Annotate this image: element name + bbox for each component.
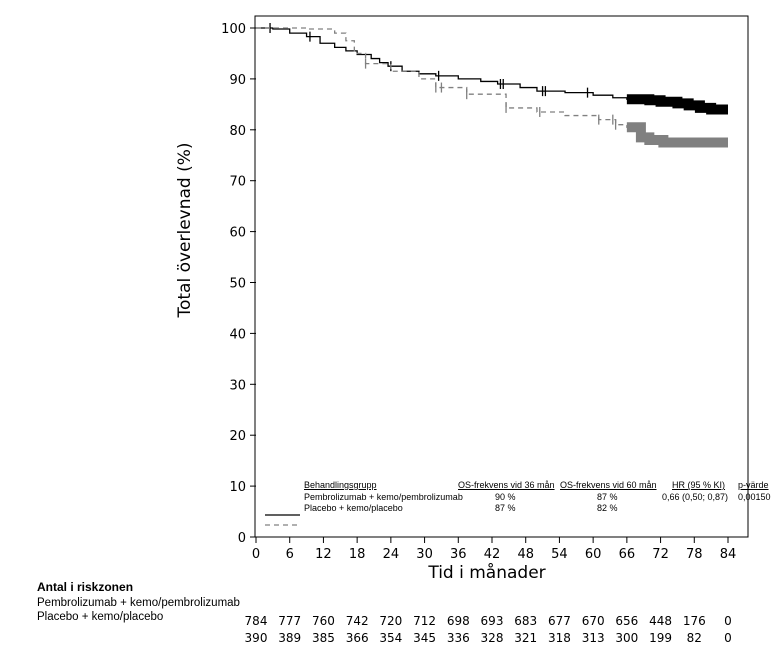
at-risk-count: 354: [379, 631, 403, 645]
at-risk-count: 698: [446, 614, 470, 628]
at-risk-count: 670: [581, 614, 605, 628]
y-tick-label: 100: [221, 22, 246, 37]
x-tick-label: 24: [383, 547, 400, 562]
legend-row-os36: 87 %: [495, 503, 516, 513]
legend-header-os36: OS-frekvens vid 36 mån: [458, 480, 555, 490]
at-risk-count: 300: [615, 631, 639, 645]
legend-header-hr: HR (95 % KI): [672, 480, 726, 490]
legend-row-name: Pembrolizumab + kemo/pembrolizumab: [304, 492, 463, 502]
plot-frame: [254, 15, 749, 538]
y-tick-label: 90: [229, 73, 246, 88]
survival-curve-placebo: [256, 27, 728, 144]
censor-band: [626, 122, 728, 148]
x-tick-label: 84: [720, 547, 737, 562]
at-risk-count: 318: [547, 631, 571, 645]
at-risk-count: 656: [615, 614, 639, 628]
x-axis-label: Tid i månader: [428, 563, 546, 583]
x-tick-label: 72: [652, 547, 669, 562]
at-risk-count: 448: [649, 614, 673, 628]
x-tick-label: 12: [315, 547, 332, 562]
y-tick-label: 30: [229, 378, 246, 393]
legend-header-p: p-värde: [738, 480, 769, 490]
at-risk-count: 336: [446, 631, 470, 645]
y-tick-label: 0: [238, 531, 246, 546]
at-risk-count: 82: [686, 631, 702, 645]
at-risk-count: 0: [724, 614, 732, 628]
at-risk-group-name: Pembrolizumab + kemo/pembrolizumab: [37, 597, 240, 609]
x-tick-label: 78: [686, 547, 703, 562]
y-tick-label: 80: [229, 124, 246, 139]
at-risk-count: 199: [649, 631, 673, 645]
x-tick-label: 54: [551, 547, 568, 562]
at-risk-count: 777: [278, 614, 302, 628]
legend-row-os36: 90 %: [495, 492, 516, 502]
x-tick-label: 30: [416, 547, 433, 562]
at-risk-count: 720: [379, 614, 403, 628]
legend-row-os60: 87 %: [597, 492, 618, 502]
at-risk-count: 742: [345, 614, 369, 628]
y-axis-label: Total överlevnad (%): [175, 142, 195, 318]
x-tick-label: 66: [619, 547, 636, 562]
at-risk-group-name: Placebo + kemo/placebo: [37, 611, 164, 623]
legend-row-os60: 82 %: [597, 503, 618, 513]
legend-header-group: Behandlingsgrupp: [304, 480, 377, 490]
y-tick-label: 20: [229, 429, 246, 444]
at-risk-count: 784: [244, 614, 268, 628]
at-risk-count: 328: [480, 631, 504, 645]
y-tick-label: 50: [229, 277, 246, 292]
at-risk-count: 389: [278, 631, 302, 645]
x-tick-label: 60: [585, 547, 602, 562]
at-risk-count: 313: [581, 631, 605, 645]
y-tick-label: 10: [229, 480, 246, 495]
at-risk-count: 321: [514, 631, 538, 645]
at-risk-count: 390: [244, 631, 268, 645]
at-risk-count: 760: [311, 614, 335, 628]
legend-row-hr: 0,66 (0,50; 0,87): [662, 492, 729, 502]
at-risk-count: 385: [311, 631, 335, 645]
x-tick-label: 0: [252, 547, 260, 562]
x-tick-label: 42: [484, 547, 501, 562]
x-tick-label: 6: [286, 547, 294, 562]
censor-band: [626, 94, 728, 115]
at-risk-count: 366: [345, 631, 369, 645]
legend-row-p: 0,00150: [738, 492, 771, 502]
y-tick-label: 40: [229, 327, 246, 342]
legend-row-name: Placebo + kemo/placebo: [304, 503, 403, 513]
x-tick-label: 18: [349, 547, 366, 562]
at-risk-count: 345: [413, 631, 437, 645]
at-risk-count: 683: [514, 614, 538, 628]
at-risk-count: 712: [413, 614, 437, 628]
x-tick-label: 36: [450, 547, 467, 562]
x-tick-label: 48: [517, 547, 534, 562]
at-risk-title: Antal i riskzonen: [37, 580, 134, 594]
y-tick-label: 70: [229, 175, 246, 190]
y-tick-label: 60: [229, 226, 246, 241]
at-risk-count: 677: [547, 614, 571, 628]
at-risk-count: 0: [724, 631, 732, 645]
legend-header-os60: OS-frekvens vid 60 mån: [560, 480, 657, 490]
at-risk-count: 176: [682, 614, 706, 628]
at-risk-count: 693: [480, 614, 504, 628]
